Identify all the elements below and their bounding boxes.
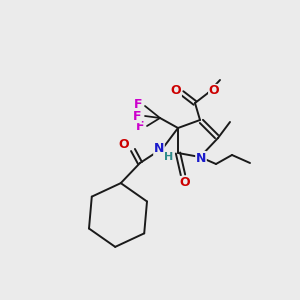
Text: N: N — [154, 142, 164, 155]
Text: F: F — [133, 110, 141, 122]
Text: F: F — [134, 98, 142, 112]
Text: O: O — [209, 85, 219, 98]
Text: O: O — [171, 83, 181, 97]
Text: O: O — [119, 139, 129, 152]
Text: O: O — [180, 176, 190, 190]
Text: N: N — [196, 152, 206, 164]
Text: F: F — [136, 121, 144, 134]
Text: H: H — [164, 152, 174, 162]
